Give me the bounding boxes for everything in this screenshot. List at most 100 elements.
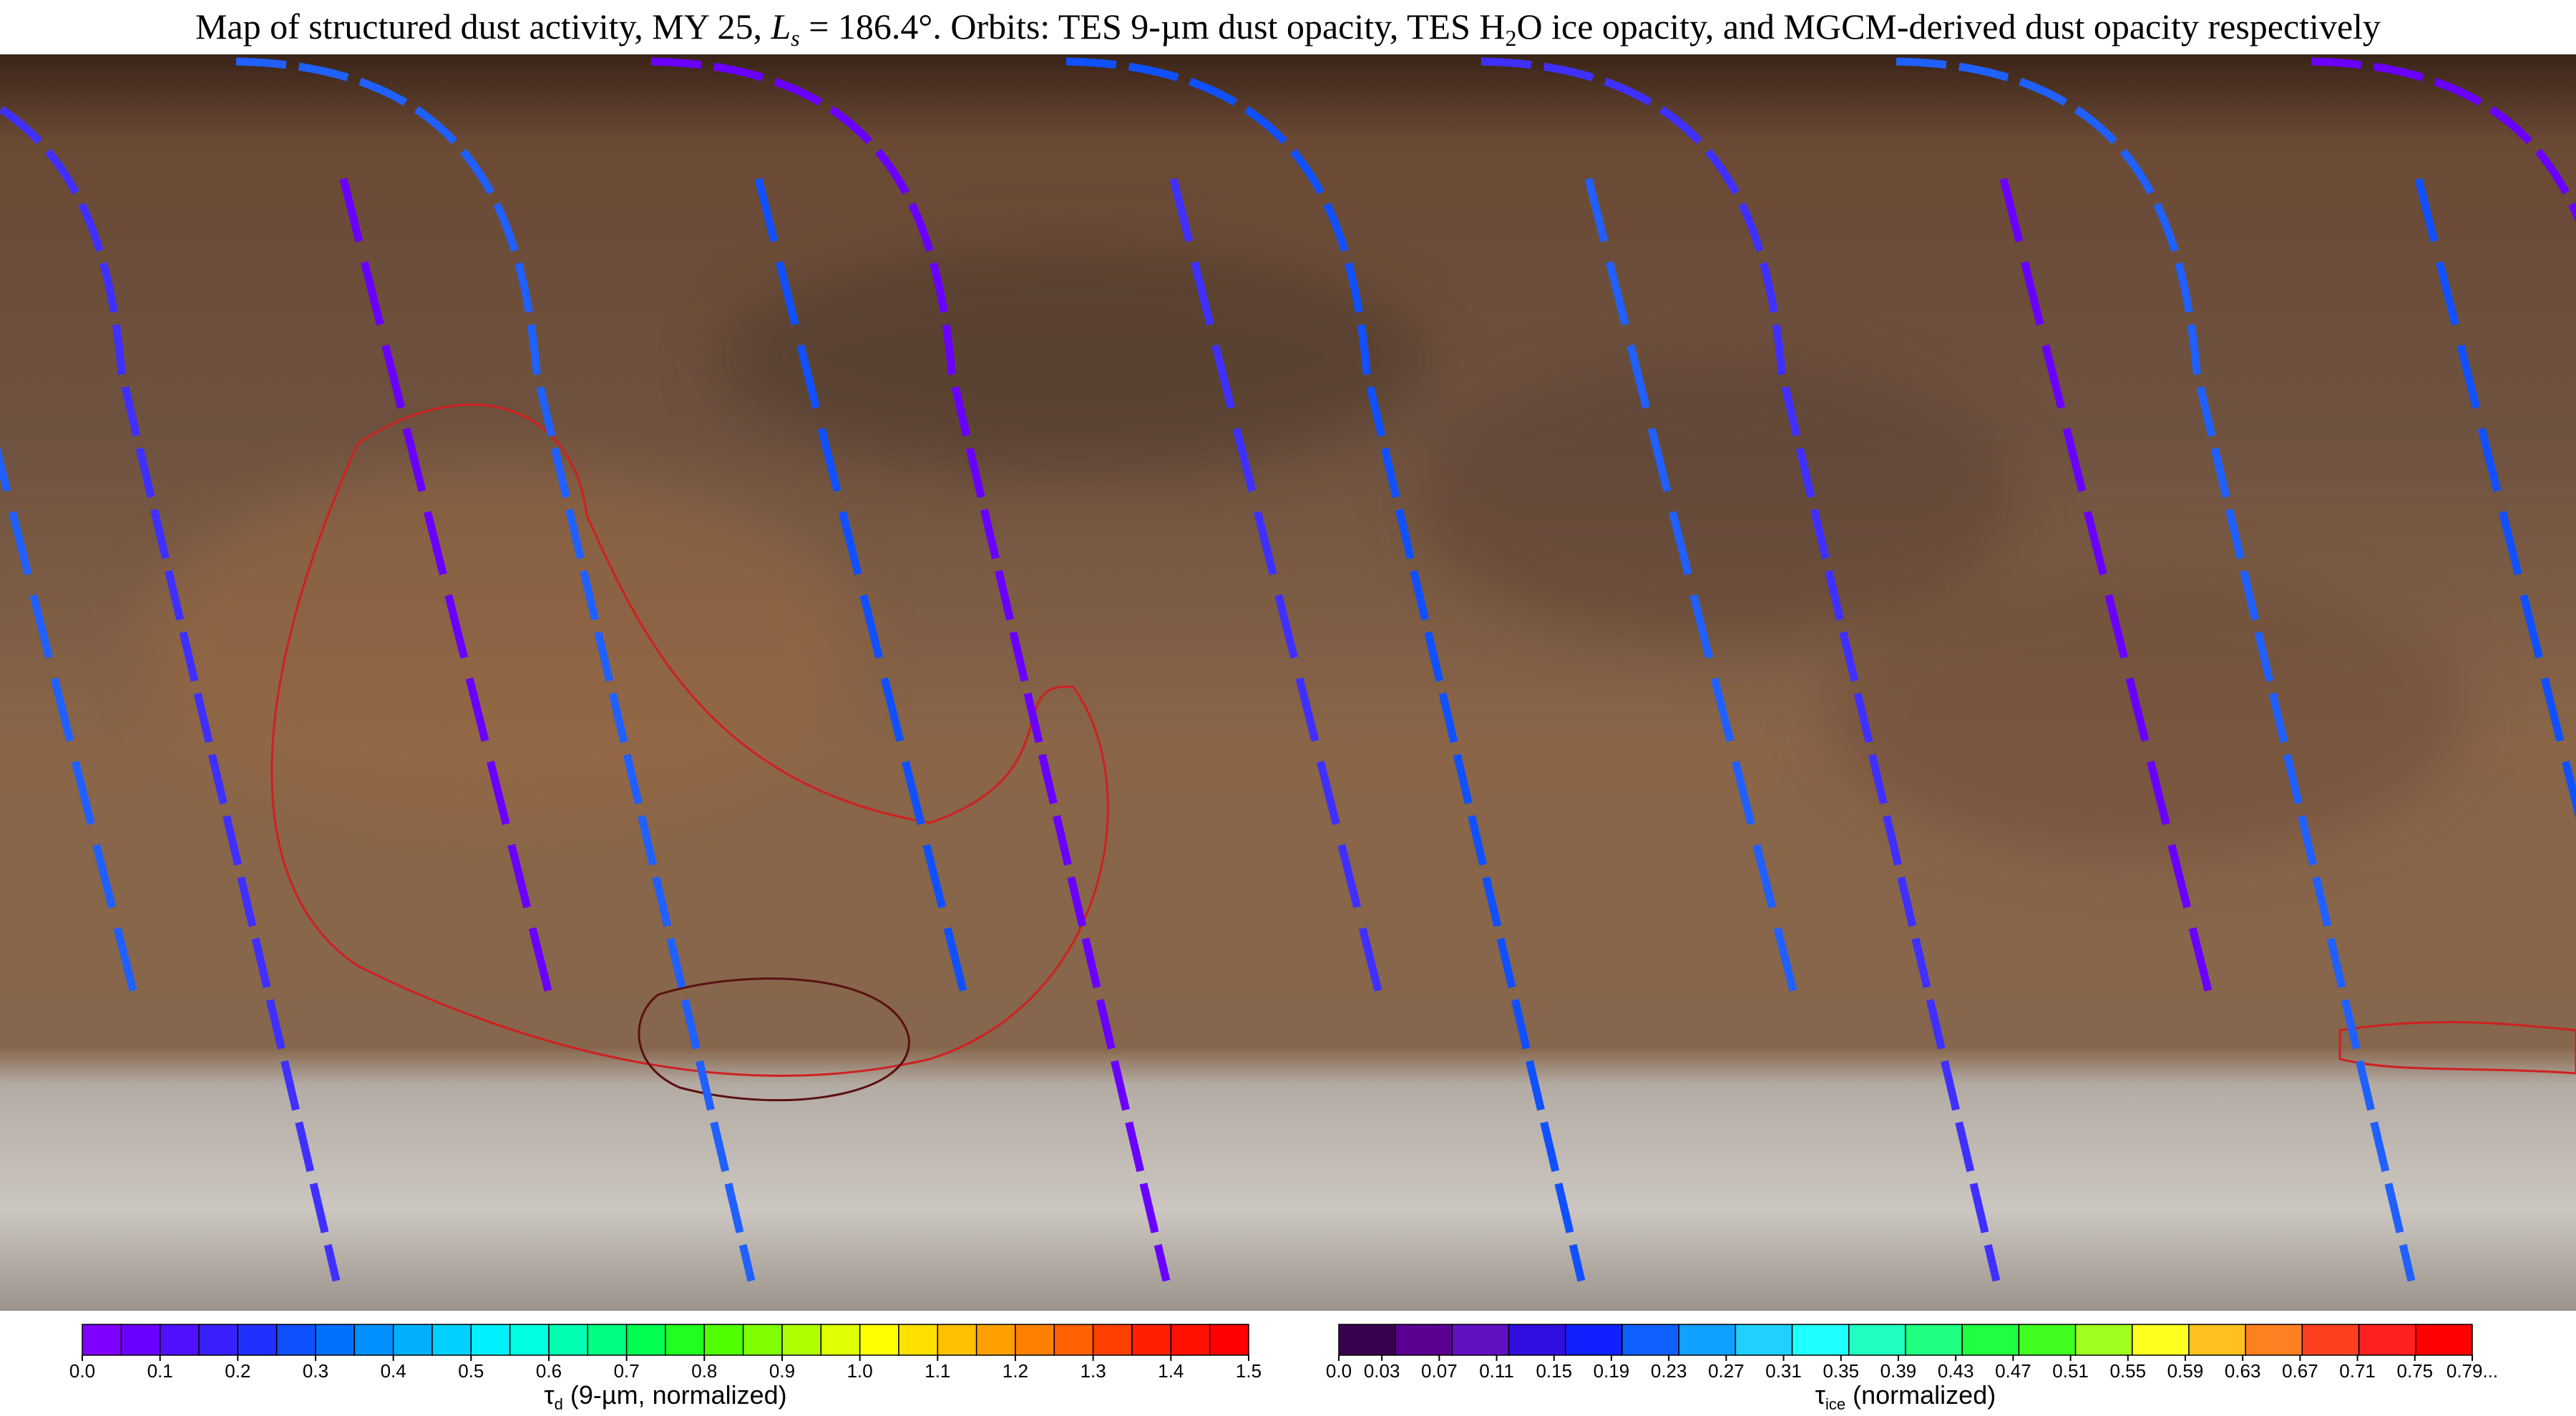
colorbar-swatch bbox=[1508, 1324, 1566, 1356]
colorbar-swatch bbox=[975, 1324, 1016, 1356]
orbit-track bbox=[650, 57, 1171, 1282]
colorbar-swatch bbox=[898, 1324, 939, 1356]
orbit-track bbox=[0, 104, 341, 1282]
colorbar-tick-label: 0.59 bbox=[2167, 1360, 2204, 1382]
colorbar-tick-label: 0.9 bbox=[769, 1360, 795, 1382]
colorbar-tick-label: 0.51 bbox=[2052, 1360, 2089, 1382]
label-part: d bbox=[555, 1395, 563, 1413]
colorbar-tick-label: 0.8 bbox=[691, 1360, 717, 1382]
colorbar-tick-label: 0.6 bbox=[536, 1360, 562, 1382]
colorbar-swatch bbox=[1961, 1324, 2020, 1356]
colorbar-swatch bbox=[625, 1324, 666, 1356]
orbit-track bbox=[1896, 57, 2416, 1282]
orbit-track bbox=[2414, 177, 2576, 819]
colorbar-swatch bbox=[1791, 1324, 1850, 1356]
colorbar-swatch bbox=[665, 1324, 706, 1356]
colorbar-swatch bbox=[1209, 1324, 1249, 1356]
orbit-track bbox=[1169, 177, 1385, 1003]
colorbar-tick-label: 0.39 bbox=[1880, 1360, 1917, 1382]
colorbar-tick-label: 0.75 bbox=[2396, 1360, 2433, 1382]
terrain-shading bbox=[143, 243, 2469, 859]
colorbar-swatch bbox=[237, 1324, 278, 1356]
colorbar-swatch bbox=[742, 1324, 783, 1356]
orbit-track bbox=[1584, 177, 1800, 1003]
colorbar-tick-label: 0.79... bbox=[2446, 1360, 2498, 1382]
colorbar-swatch bbox=[392, 1324, 433, 1356]
title-part: O ice opacity, and MGCM-derived dust opa… bbox=[1517, 6, 2381, 47]
colorbar-swatch bbox=[353, 1324, 394, 1356]
colorbar-swatch bbox=[703, 1324, 744, 1356]
title-part: 2 bbox=[1506, 25, 1517, 51]
title-part: Map of structured dust activity, MY 25, bbox=[195, 6, 771, 47]
colorbar-swatch bbox=[587, 1324, 628, 1356]
colorbar-tick-label: 0.7 bbox=[614, 1360, 640, 1382]
orbit-track bbox=[235, 57, 756, 1282]
colorbar-swatch bbox=[1015, 1324, 1055, 1356]
colorbar-swatch bbox=[859, 1324, 899, 1356]
label-part: τ bbox=[1815, 1380, 1825, 1410]
colorbar-swatch bbox=[1170, 1324, 1211, 1356]
title-part: L bbox=[770, 6, 791, 47]
orbit-track bbox=[2311, 57, 2576, 224]
orbit-track bbox=[1999, 177, 2215, 1003]
colorbar-tick-label: 0.2 bbox=[225, 1360, 250, 1382]
colorbar-swatch bbox=[937, 1324, 977, 1356]
colorbar-swatch bbox=[509, 1324, 550, 1356]
colorbar-label: τd (9-µm, normalized) bbox=[544, 1380, 786, 1413]
colorbar-swatch bbox=[315, 1324, 356, 1356]
colorbar-tick-label: 0.67 bbox=[2282, 1360, 2318, 1382]
colorbar-swatch bbox=[2245, 1324, 2303, 1356]
colorbar-swatch bbox=[1131, 1324, 1172, 1356]
colorbar-tick-label: 0.55 bbox=[2109, 1360, 2146, 1382]
orbit-track bbox=[754, 177, 970, 1003]
colorbar-swatch bbox=[820, 1324, 861, 1356]
colorbar-tick-label: 1.3 bbox=[1080, 1360, 1106, 1382]
colorbar-tick-label: 0.0 bbox=[1326, 1360, 1352, 1382]
colorbar-swatch bbox=[1053, 1324, 1094, 1356]
colorbar-swatch bbox=[2188, 1324, 2246, 1356]
colorbar-swatch bbox=[1092, 1324, 1133, 1356]
colorbar-tick-label: 1.5 bbox=[1236, 1360, 1262, 1382]
colorbar-tick-label: 0.1 bbox=[147, 1360, 173, 1382]
colorbar-tick-label: 0.23 bbox=[1651, 1360, 1687, 1382]
colorbar-tick-label: 0.07 bbox=[1421, 1360, 1458, 1382]
colorbar-swatch bbox=[1621, 1324, 1679, 1356]
colorbar-swatch bbox=[159, 1324, 200, 1356]
orbit-track bbox=[0, 446, 140, 1003]
colorbar-tick-label: 0.4 bbox=[381, 1360, 406, 1382]
colorbar-tick-label: 0.0 bbox=[69, 1360, 95, 1382]
colorbar-tick-label: 0.71 bbox=[2339, 1360, 2376, 1382]
colorbar-swatch bbox=[2132, 1324, 2190, 1356]
colorbar-swatch bbox=[198, 1324, 239, 1356]
colorbar-tick-label: 0.47 bbox=[1995, 1360, 2031, 1382]
colorbar-swatch bbox=[470, 1324, 511, 1356]
colorbar-tick-label: 0.11 bbox=[1479, 1360, 1514, 1382]
label-part: τ bbox=[544, 1380, 554, 1410]
colorbar-swatch bbox=[1678, 1324, 1737, 1356]
chart-title: Map of structured dust activity, MY 25, … bbox=[195, 6, 2381, 51]
colorbars: 0.0 0.1 0.2 0.3 0.4 0.5 0.6 0.7 0.8 0.9 1.0 1.1 1.2 1… bbox=[69, 1324, 2498, 1413]
colorbar-swatch bbox=[1338, 1324, 1396, 1356]
label-part: (normalized) bbox=[1845, 1380, 1996, 1410]
dust-contour bbox=[638, 977, 910, 1102]
colorbar-swatch bbox=[82, 1324, 122, 1356]
colorbar-swatch bbox=[1451, 1324, 1510, 1356]
colorbar-swatch bbox=[548, 1324, 589, 1356]
colorbar-swatch bbox=[120, 1324, 161, 1356]
colorbar-swatch bbox=[1848, 1324, 1906, 1356]
colorbar-swatch bbox=[2074, 1324, 2133, 1356]
colorbar-swatch bbox=[1735, 1324, 1793, 1356]
colorbar-tick-label: 1.1 bbox=[924, 1360, 950, 1382]
title-part: s bbox=[791, 25, 799, 51]
colorbar-swatch bbox=[1395, 1324, 1453, 1356]
colorbar-tick-label: 0.27 bbox=[1708, 1360, 1745, 1382]
colorbar-tick-label: 1.2 bbox=[1002, 1360, 1028, 1382]
label-part: ice bbox=[1825, 1395, 1845, 1413]
colorbar-swatch bbox=[2301, 1324, 2360, 1356]
colorbar-label: τice (normalized) bbox=[1815, 1380, 1996, 1413]
colorbar-tick-label: 0.03 bbox=[1364, 1360, 1400, 1382]
colorbar-tick-label: 1.4 bbox=[1158, 1360, 1184, 1382]
